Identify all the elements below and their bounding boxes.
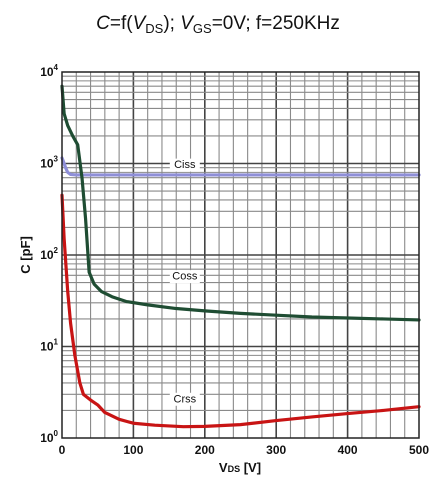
y-axis-label: C [pF] [18,236,33,274]
title-eq: =f( [110,13,133,34]
series-crss-line [60,193,421,429]
y-tick-labels: 100 101 102 103 104 [40,63,58,445]
y-tick-base: 10 [40,65,54,79]
title-v1-sub: DS [145,21,163,36]
y-tick-base: 10 [40,340,54,354]
y-tick-base: 10 [40,157,54,171]
x-tick-labels: 0 100 200 300 400 500 [59,443,430,457]
y-tick-exp: 0 [54,429,59,438]
y-tick-exp: 4 [54,63,59,72]
title-suffix: =0V; f=250KHz [212,13,340,34]
title-prefix: C [96,13,110,34]
title-mid: ); [163,13,180,34]
annotation-crss-bg [169,392,200,406]
series-coss-line [60,84,421,322]
grid [62,72,419,438]
x-tick-label: 500 [409,443,429,457]
annotation-coss-label: Coss [172,271,198,283]
plot-frame [61,71,420,439]
y-tick-label: 101 [40,338,58,354]
y-tick-label: 102 [40,246,58,262]
x-axis-label-sub: DS [228,464,241,474]
y-tick-base: 10 [40,431,54,445]
x-tick-label: 400 [338,443,358,457]
annotation-ciss-label: Ciss [174,159,196,171]
x-axis-label-rest: [V] [240,460,261,475]
y-tick-exp: 3 [54,155,59,164]
annotation-layer: Ciss Coss Crss [169,158,200,406]
title-v2-sub: GS [193,21,212,36]
annotation-crss: Crss [169,392,200,406]
annotation-coss-bg [169,270,200,284]
y-tick-exp: 1 [54,338,59,347]
x-tick-label: 0 [59,443,66,457]
series-layer [60,84,421,429]
annotation-ciss: Ciss [169,158,200,172]
x-tick-label: 200 [195,443,215,457]
y-tick-label: 103 [40,155,58,171]
title-v2: V [180,13,195,34]
x-axis-label-main: V [219,460,228,475]
x-axis-label: VDS [V] [219,460,261,475]
annotation-crss-label: Crss [174,393,197,405]
x-tick-label: 100 [123,443,143,457]
title-v1: V [133,13,148,34]
chart-title: C=f(VDS); VGS=0V; f=250KHz [96,13,340,36]
series-ciss-line [60,156,421,177]
y-tick-label: 104 [40,63,58,79]
y-tick-label: 100 [40,429,58,445]
x-tick-label: 300 [266,443,286,457]
y-tick-base: 10 [40,248,54,262]
annotation-ciss-bg [169,158,200,172]
y-tick-exp: 2 [54,246,59,255]
annotation-coss: Coss [169,270,200,284]
